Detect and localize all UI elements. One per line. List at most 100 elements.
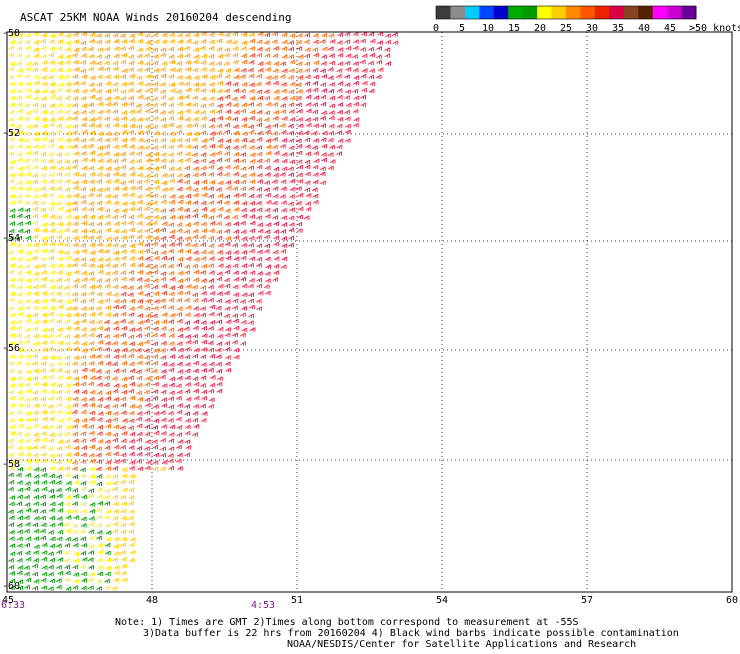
wind-barb (24, 74, 31, 79)
wind-barb (151, 200, 158, 205)
wind-barb (129, 73, 135, 79)
wind-barb (63, 159, 70, 164)
wind-barb (217, 180, 224, 185)
wind-barb (56, 87, 63, 93)
wind-barb (152, 269, 159, 275)
wind-barb (63, 522, 70, 527)
wind-barb (336, 123, 343, 129)
wind-barb (89, 117, 95, 122)
wind-barb (137, 262, 144, 268)
wind-barb (64, 444, 71, 450)
wind-barb (25, 284, 31, 289)
wind-barb (281, 96, 288, 101)
wind-barb (105, 431, 111, 436)
wind-barb (32, 157, 39, 163)
wind-barb (144, 248, 150, 253)
legend-swatch (667, 6, 683, 19)
wind-barb (128, 214, 135, 220)
wind-barb (192, 123, 198, 128)
wind-barb (89, 410, 95, 415)
wind-barb (232, 53, 238, 58)
wind-barb (145, 158, 151, 163)
wind-barb (296, 46, 303, 51)
wind-barb (81, 571, 87, 576)
wind-barb (103, 319, 110, 325)
wind-barb (209, 353, 215, 359)
wind-barb (241, 201, 248, 206)
wind-barb (344, 31, 351, 37)
wind-barb (112, 277, 119, 282)
wind-barb (49, 82, 56, 87)
wind-barb (305, 122, 312, 128)
wind-barb (344, 39, 350, 44)
time-label-2: 4:53 (251, 600, 275, 611)
wind-barb (56, 109, 63, 114)
wind-barb (113, 536, 120, 542)
wind-barb (273, 89, 280, 94)
wind-barb (153, 166, 159, 171)
wind-barb (56, 453, 62, 458)
wind-barb (9, 200, 15, 205)
wind-barb (192, 229, 199, 234)
wind-barb (240, 312, 246, 317)
wind-barb (48, 347, 54, 352)
wind-barb (80, 53, 87, 58)
wind-barb (113, 459, 120, 464)
wind-barb (145, 313, 152, 318)
wind-barb (8, 151, 15, 156)
wind-barb (89, 437, 96, 443)
wind-barb (128, 166, 135, 171)
wind-barb (81, 423, 88, 429)
wind-barb (32, 432, 39, 437)
wind-barb (32, 61, 38, 66)
wind-barb (168, 362, 175, 367)
wind-barb (304, 74, 311, 79)
wind-barb (32, 187, 39, 192)
wind-barb (200, 278, 207, 283)
wind-barb (129, 550, 136, 555)
wind-barb (143, 178, 150, 184)
wind-barb (185, 144, 191, 149)
wind-barb (56, 516, 63, 521)
wind-barb (33, 264, 40, 269)
wind-barb (216, 276, 223, 282)
wind-barb (24, 481, 31, 486)
wind-barb (185, 256, 192, 261)
wind-barb (208, 39, 215, 44)
wind-barb (72, 81, 79, 86)
wind-barb (144, 215, 151, 220)
wind-barb (241, 102, 248, 107)
wind-barb (247, 283, 254, 289)
wind-barb (128, 129, 134, 135)
wind-barb (113, 250, 119, 255)
wind-barb (8, 530, 15, 535)
wind-barb (288, 54, 295, 59)
wind-barb (40, 515, 46, 520)
wind-barb (208, 243, 215, 248)
wind-barb (89, 354, 96, 359)
wind-barb (145, 46, 152, 51)
wind-barb (41, 33, 48, 38)
wind-barb (216, 381, 223, 387)
wind-barb (137, 320, 144, 325)
wind-barb (168, 74, 174, 79)
wind-barb (88, 466, 95, 472)
wind-barb (65, 47, 71, 52)
wind-barb (97, 411, 104, 416)
wind-barb (73, 39, 80, 44)
wind-barb (57, 221, 63, 227)
wind-barb (256, 145, 262, 150)
wind-barb (208, 361, 215, 367)
wind-barb (152, 235, 159, 241)
wind-barb (168, 144, 174, 150)
wind-barb (359, 59, 366, 64)
wind-barb (104, 278, 111, 283)
wind-barb (279, 123, 286, 128)
wind-barb (8, 52, 15, 58)
wind-barb (95, 306, 102, 311)
wind-barb (192, 368, 199, 373)
wind-barb (128, 388, 134, 394)
wind-barb (104, 578, 110, 584)
wind-barb (9, 325, 16, 330)
wind-barb (97, 549, 104, 555)
